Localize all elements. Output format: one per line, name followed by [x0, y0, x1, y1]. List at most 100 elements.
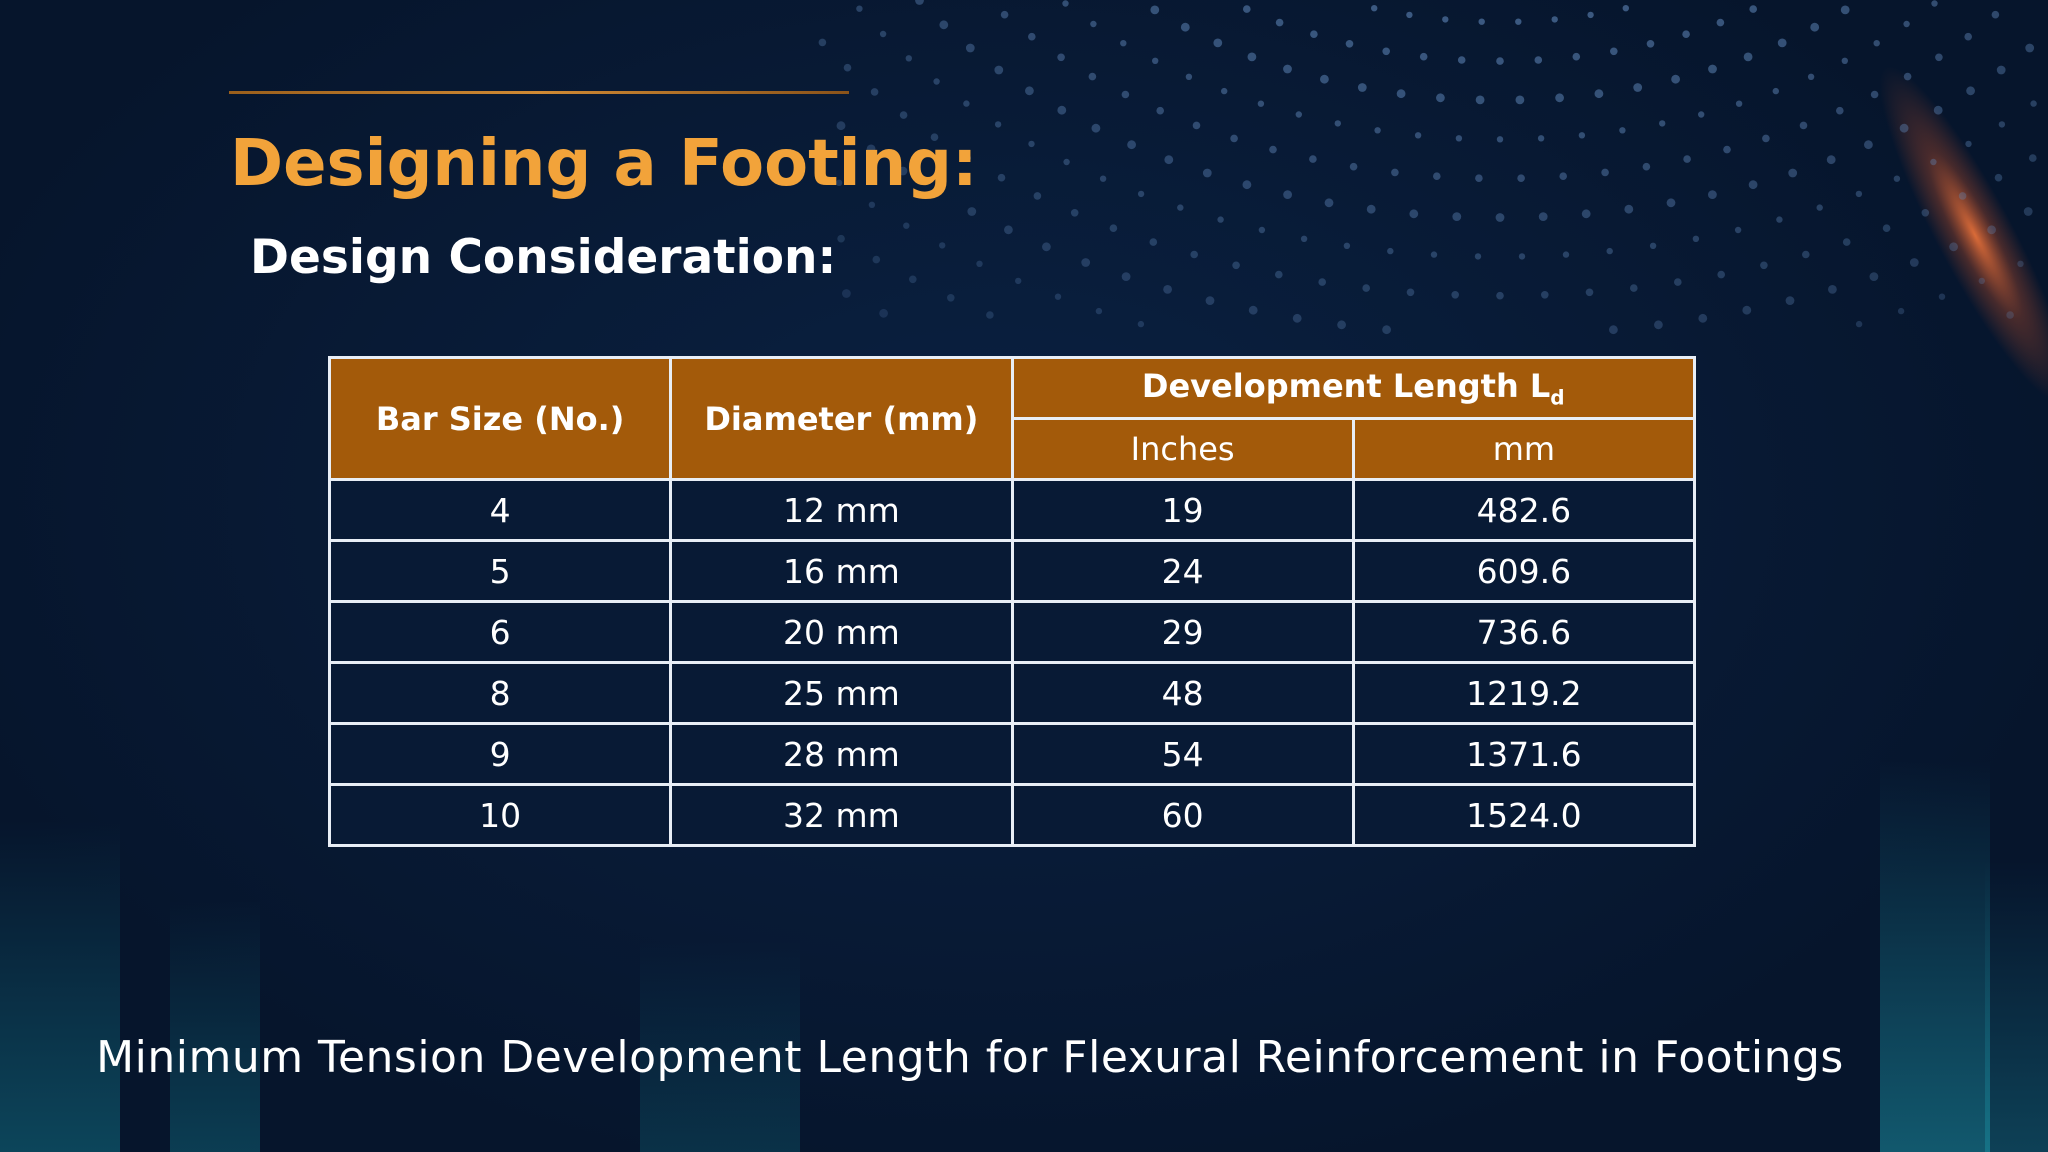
decor-dot: [1716, 18, 1725, 27]
decor-dot: [1749, 5, 1757, 13]
decor-dot: [1243, 5, 1251, 13]
decor-dot: [1762, 134, 1770, 143]
decor-dot: [1630, 284, 1638, 292]
decor-dot: [1938, 293, 1946, 300]
cell-bar-size: 8: [327, 661, 673, 725]
decor-dot: [1991, 10, 2000, 19]
decor-dot: [1698, 111, 1705, 118]
decor-dot: [1541, 291, 1549, 299]
decor-dot: [1310, 30, 1318, 38]
decor-dot: [1949, 242, 1958, 252]
decor-dot: [905, 55, 912, 62]
decor-dot: [1776, 216, 1783, 223]
decor-dot: [1004, 225, 1013, 235]
cell-mm: 609.6: [1351, 539, 1697, 603]
decor-dot: [1760, 261, 1768, 270]
decor-dot: [866, 144, 876, 154]
decor-dot: [1606, 247, 1613, 255]
decor-dot: [1451, 291, 1459, 299]
decor-dot: [1419, 52, 1428, 61]
decor-dot: [1996, 65, 2006, 75]
cell-diameter: 25 mm: [669, 661, 1014, 725]
decor-dot: [1300, 235, 1308, 242]
cell-inches: 24: [1010, 539, 1355, 603]
decor-dot: [1537, 135, 1545, 142]
header-development-length-text: Development Length L: [1141, 366, 1551, 405]
decor-dot: [932, 187, 941, 197]
decor-dot: [997, 173, 1006, 182]
decor-dot: [1998, 121, 2006, 128]
decor-dot: [1897, 307, 1905, 315]
decor-dot: [1587, 11, 1594, 19]
decor-dot: [965, 43, 975, 53]
decor-dot: [1930, 158, 1937, 166]
cell-mm: 482.6: [1351, 478, 1697, 542]
decor-dot: [1734, 226, 1742, 234]
decor-dot: [967, 207, 977, 216]
decor-dot: [1816, 204, 1823, 211]
decor-dot: [1247, 52, 1257, 62]
slide-subtitle: Design Consideration:: [250, 230, 837, 285]
decor-dot: [1275, 270, 1283, 279]
teal-glow-right-2: [1985, 860, 2048, 1152]
decor-dot: [1088, 72, 1097, 81]
table-row: 8 25 mm 48 1219.2: [327, 661, 1697, 725]
decor-dot: [1873, 40, 1880, 47]
decor-dot: [1442, 16, 1449, 23]
teal-glow-center: [640, 940, 800, 1152]
decor-dot: [1127, 140, 1136, 150]
decor-dot: [1802, 250, 1810, 259]
decor-dot: [1414, 132, 1422, 139]
decor-dot: [1578, 132, 1586, 139]
dot-pattern: [818, 0, 2037, 335]
header-mm: mm: [1351, 417, 1697, 481]
decor-dot: [1799, 121, 1808, 130]
decor-dot: [939, 20, 949, 30]
decor-dot: [1283, 190, 1292, 200]
decor-dot: [1095, 307, 1103, 315]
decor-dot: [1624, 204, 1634, 214]
decor-dot: [1581, 209, 1591, 219]
decor-dot: [1409, 209, 1419, 219]
decor-dot: [1042, 242, 1051, 252]
decor-dot: [1921, 209, 1930, 217]
decor-dot: [1478, 18, 1485, 25]
decor-dot: [1562, 251, 1570, 258]
decor-dot: [1654, 320, 1663, 330]
cell-bar-size: 4: [327, 478, 673, 542]
cell-inches: 60: [1010, 783, 1355, 847]
decor-dot: [1828, 285, 1837, 294]
decor-dot: [1717, 270, 1725, 279]
decor-dot: [1909, 258, 1919, 267]
teal-glow-right: [1880, 760, 1990, 1152]
cell-mm: 1371.6: [1351, 722, 1697, 786]
decor-dot: [1474, 253, 1482, 260]
header-development-length-subscript: d: [1550, 385, 1565, 410]
decor-dot: [1903, 20, 1910, 28]
decor-dot: [1057, 105, 1067, 115]
decor-dot: [1864, 140, 1873, 150]
decor-dot: [1538, 212, 1548, 222]
decor-dot: [879, 308, 888, 318]
decor-dot: [1646, 40, 1655, 48]
decor-dot: [1496, 57, 1504, 65]
decor-dot: [909, 275, 917, 284]
decor-dot: [1649, 242, 1657, 249]
decor-dot: [1269, 145, 1277, 154]
decor-dot: [1855, 190, 1863, 198]
title-accent-rule: [229, 91, 849, 94]
decor-dot: [1292, 313, 1302, 323]
decor-dot: [1396, 89, 1406, 99]
decor-dot: [1978, 277, 1986, 285]
decor-dot: [1318, 278, 1326, 286]
decor-dot: [898, 166, 908, 176]
decor-dot: [1177, 204, 1184, 211]
decor-dot: [856, 5, 863, 12]
decor-dot: [1109, 224, 1118, 232]
decor-dot: [1931, 0, 1938, 7]
decor-dot: [994, 121, 1002, 128]
decor-dot: [1345, 40, 1354, 48]
decor-dot: [1362, 284, 1370, 292]
table-row: 5 16 mm 24 609.6: [327, 539, 1697, 603]
header-development-length: Development Length Ld: [1010, 356, 1696, 420]
